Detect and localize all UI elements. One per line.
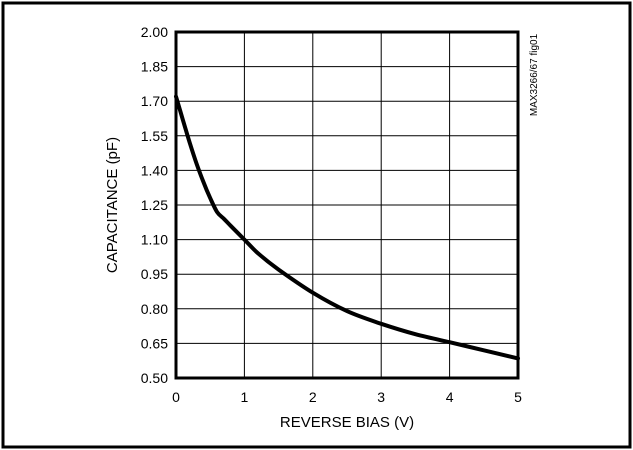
x-tick-label: 3: [377, 389, 385, 405]
x-tick-label: 2: [309, 389, 317, 405]
y-tick-label: 0.65: [141, 335, 168, 351]
x-axis-label: REVERSE BIAS (V): [280, 414, 414, 431]
series-line: [174, 94, 520, 361]
x-tick-label: 4: [446, 389, 454, 405]
y-tick-label: 1.25: [141, 197, 168, 213]
y-tick-label: 1.10: [141, 232, 168, 248]
y-tick-label: 1.40: [141, 162, 168, 178]
grid-lines: [176, 32, 518, 378]
y-tick-label: 0.80: [141, 301, 168, 317]
x-tick-labels: 0 1 2 3 4 5: [172, 389, 522, 405]
x-tick-label: 5: [514, 389, 522, 405]
figure-id-annotation: MAX3266/67 fig01: [529, 33, 540, 116]
y-tick-label: 1.55: [141, 128, 168, 144]
y-tick-label: 1.70: [141, 93, 168, 109]
y-tick-label: 0.50: [141, 370, 168, 386]
y-tick-label: 2.00: [141, 24, 168, 40]
plot-area: [174, 30, 520, 380]
y-tick-label: 0.95: [141, 266, 168, 282]
y-tick-labels: 2.00 1.85 1.70 1.55 1.40 1.25 1.10 0.95 0.80 0.65…: [141, 24, 168, 386]
x-tick-label: 0: [172, 389, 180, 405]
x-tick-label: 1: [241, 389, 249, 405]
y-axis-label: CAPACITANCE (pF): [104, 137, 121, 273]
y-tick-label: 1.85: [141, 59, 168, 75]
